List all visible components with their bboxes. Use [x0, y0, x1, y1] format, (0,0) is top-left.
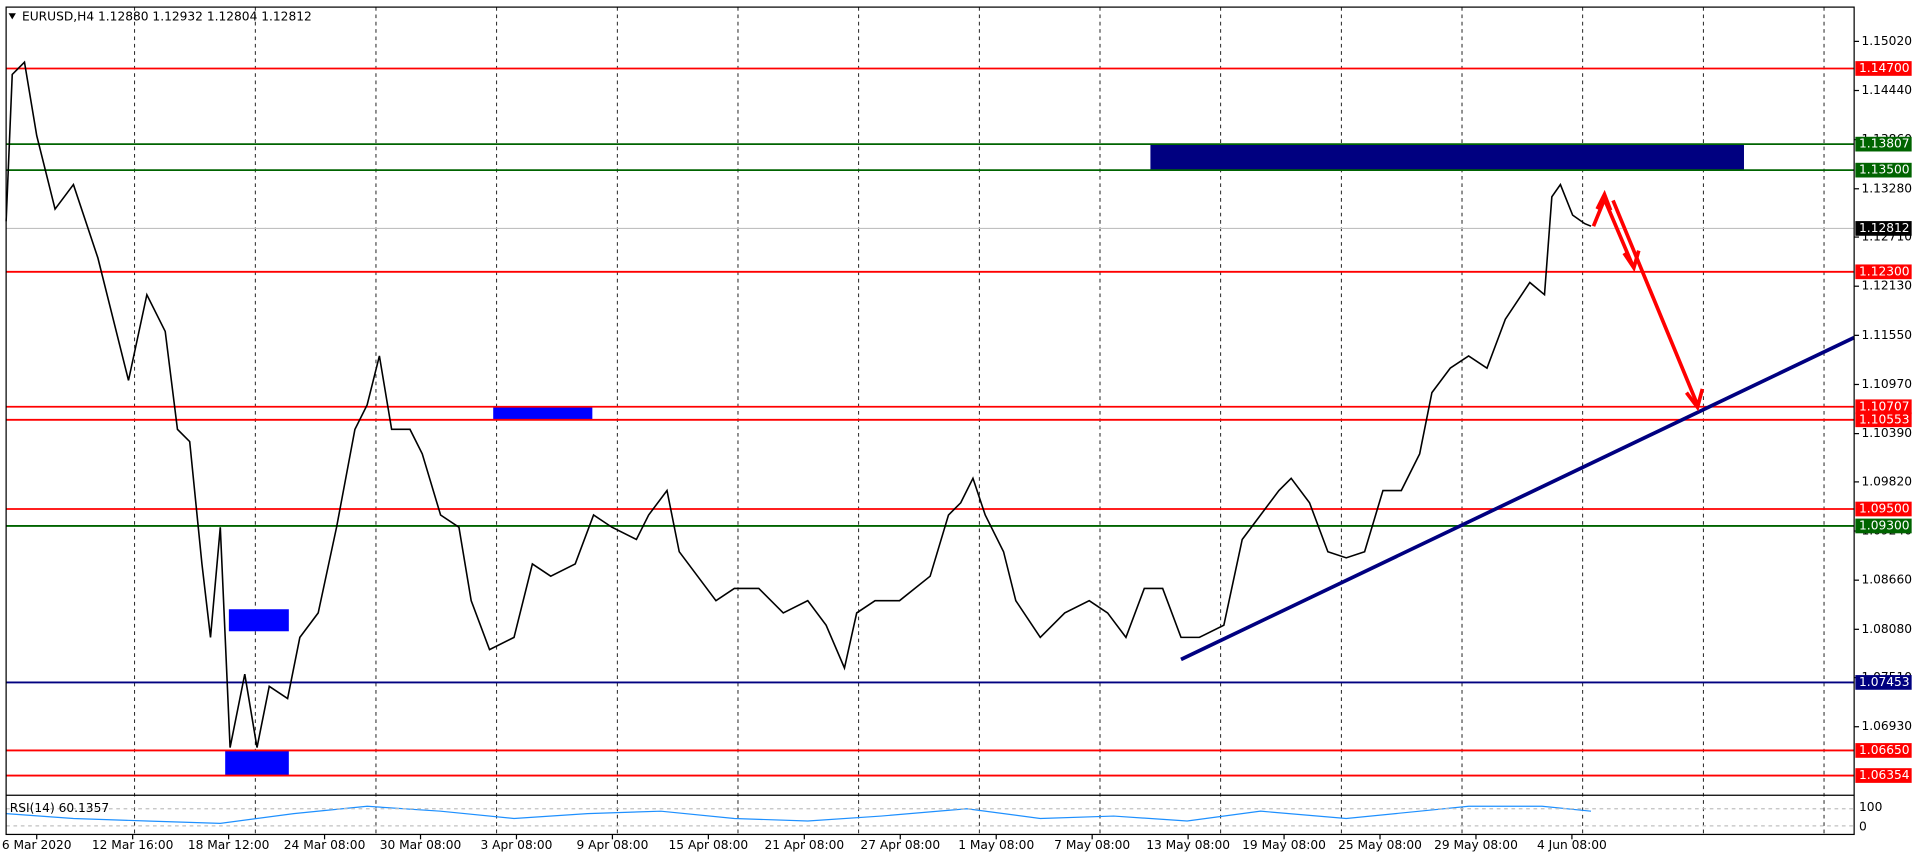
time-label: 4 Jun 08:00	[1537, 838, 1607, 852]
level-box	[1855, 264, 1912, 280]
plot-border	[5, 6, 1855, 836]
rsi-scale: 100	[1859, 800, 1882, 814]
arrows	[1591, 189, 1705, 412]
price-label: 1.06930	[1861, 719, 1912, 733]
time-label: 6 Mar 2020	[2, 838, 72, 852]
level-box	[1855, 399, 1912, 415]
time-axis: 6 Mar 2020 12 Mar 16:00 18 Mar 12:00 24 Mar…	[2, 834, 1607, 852]
rsi-line	[6, 805, 1592, 825]
time-label: 3 Apr 08:00	[481, 838, 553, 852]
zone	[228, 609, 289, 632]
arrow-head	[1622, 250, 1641, 273]
price-axis: 1.150201.144401.138601.132801.127101.121…	[1854, 34, 1912, 783]
level-box	[1855, 768, 1912, 783]
levels	[6, 67, 1855, 777]
menu-arrow[interactable]	[8, 13, 16, 20]
time-label: 9 Apr 08:00	[576, 838, 648, 852]
level-label: 1.12300	[1859, 264, 1910, 278]
price-label: 1.12130	[1861, 279, 1912, 293]
level-label: 1.07453	[1859, 675, 1910, 689]
price-label: 1.11550	[1861, 328, 1912, 342]
level-box	[1855, 136, 1912, 152]
time-label: 1 May 08:00	[958, 838, 1034, 852]
rsi-label: RSI(14) 60.1357	[10, 801, 109, 815]
price-label: 1.08660	[1861, 573, 1912, 587]
level-box	[1855, 412, 1912, 428]
time-label: 30 Mar 08:00	[380, 838, 462, 852]
symbol-header: EURUSD,H4 1.12880 1.12932 1.12804 1.1281…	[22, 9, 312, 23]
zone	[225, 749, 289, 776]
time-label: 18 Mar 12:00	[188, 838, 270, 852]
arrow-head	[1684, 388, 1705, 412]
level-label: 1.06650	[1859, 743, 1910, 757]
time-label: 29 May 08:00	[1434, 838, 1518, 852]
price-label: 1.14440	[1861, 83, 1912, 97]
level-box	[1855, 675, 1912, 690]
level-label: 1.13807	[1859, 137, 1910, 151]
level-label: 1.13500	[1859, 163, 1910, 177]
level-label: 1.10707	[1859, 399, 1910, 413]
time-label: 21 Apr 08:00	[764, 838, 844, 852]
time-label: 7 May 08:00	[1054, 838, 1130, 852]
time-label: 27 Apr 08:00	[860, 838, 940, 852]
zone	[493, 406, 593, 420]
level-box	[1855, 743, 1912, 758]
level-box	[1855, 61, 1912, 76]
time-grid	[134, 7, 1825, 835]
price-path	[5, 60, 1592, 748]
supply-zone	[1150, 144, 1744, 170]
level-box	[1855, 501, 1912, 517]
time-label: 15 Apr 08:00	[669, 838, 749, 852]
level-box	[1855, 221, 1912, 236]
level-label: 1.09500	[1859, 502, 1910, 516]
time-label: 12 Mar 16:00	[92, 838, 174, 852]
level-box	[1855, 162, 1912, 178]
price-label: 1.09820	[1861, 474, 1912, 488]
price-label: 1.10390	[1861, 426, 1912, 440]
level-label: 1.06354	[1859, 768, 1910, 782]
level-label: 1.10553	[1859, 412, 1910, 426]
arrow	[1611, 199, 1700, 406]
arrow-head	[1595, 189, 1613, 211]
level-label: 1.09300	[1859, 518, 1910, 532]
time-label: 13 May 08:00	[1146, 838, 1230, 852]
rsi-scale: 0	[1859, 820, 1867, 834]
price-label: 1.10970	[1861, 377, 1912, 391]
time-label: 19 May 08:00	[1242, 838, 1326, 852]
trend-line	[1180, 335, 1855, 662]
level-label: 1.14700	[1859, 61, 1910, 75]
level-box	[1855, 518, 1912, 534]
price-label: 1.15020	[1861, 34, 1912, 48]
time-label: 24 Mar 08:00	[284, 838, 366, 852]
price-label: 1.08080	[1861, 622, 1912, 636]
time-label: 25 May 08:00	[1338, 838, 1422, 852]
level-label: 1.12812	[1859, 221, 1910, 235]
price-label: 1.13280	[1861, 181, 1912, 195]
